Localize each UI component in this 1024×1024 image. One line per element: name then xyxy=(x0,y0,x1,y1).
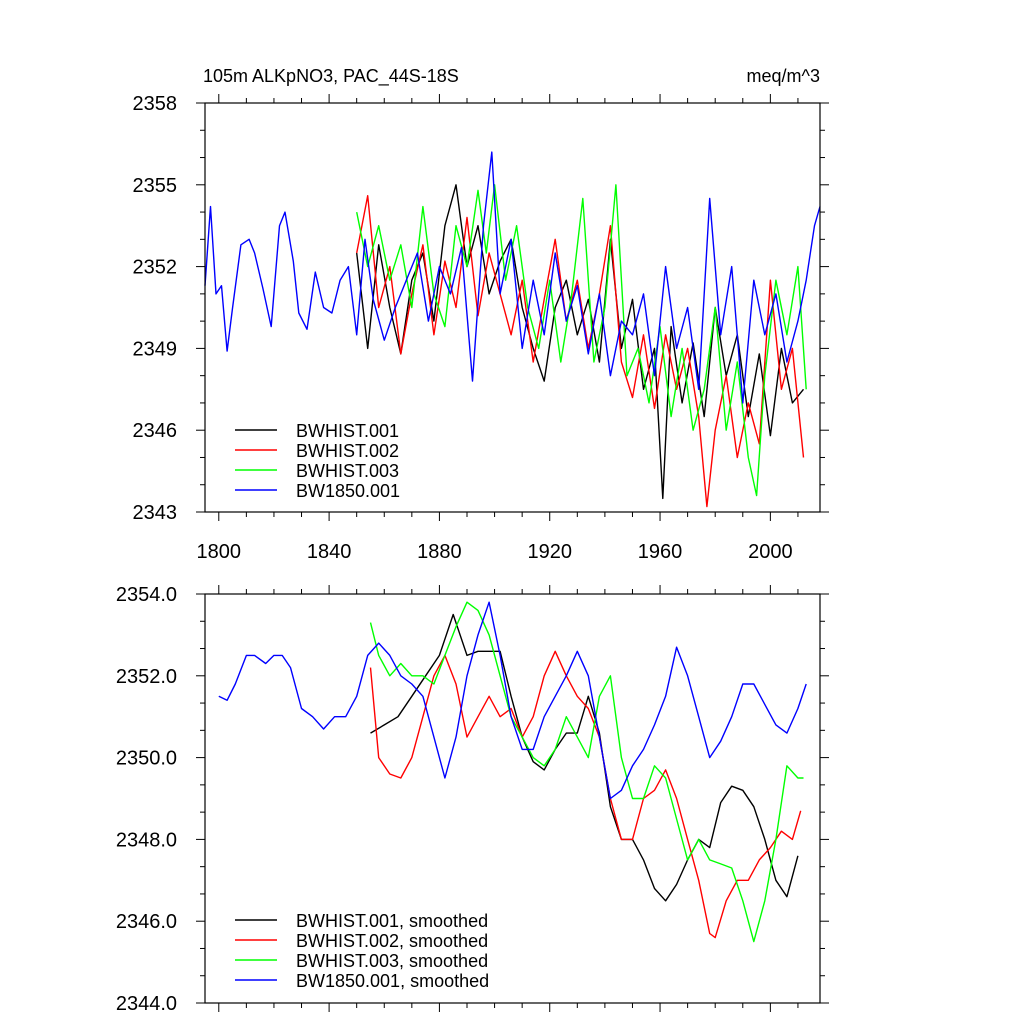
p1-legend-label-2: BWHIST.002, smoothed xyxy=(296,931,488,951)
p1-series-line-1 xyxy=(370,613,799,902)
p1-series-line-3 xyxy=(369,601,804,943)
p0-x-tick-label: 1800 xyxy=(197,541,242,563)
p1-legend-label-3: BWHIST.003, smoothed xyxy=(296,951,488,971)
p1-y-tick-label: 2350.0 xyxy=(116,748,177,770)
p0-legend-label-1: BWHIST.001 xyxy=(296,421,399,441)
p0-x-tick-label: 1920 xyxy=(527,541,572,563)
p0-y-tick-label: 2346 xyxy=(133,420,178,442)
p1-y-tick-label: 2344.0 xyxy=(116,993,177,1015)
bottom-panel-ticks: 2344.0 2346.0 2348.0 2350.0 2352.0 2354.0 xyxy=(116,584,829,1015)
p0-legend-label-4: BW1850.001 xyxy=(296,481,400,501)
top-panel-frame xyxy=(204,102,821,513)
p1-y-tick-label: 2352.0 xyxy=(116,666,177,688)
top-panel-title: 105m ALKpNO3, PAC_44S-18S xyxy=(203,66,459,87)
p0-series-line-4 xyxy=(204,151,821,404)
p0-y-tick-label: 2343 xyxy=(133,502,178,524)
top-panel: 105m ALKpNO3, PAC_44S-18S meq/m^3 234323… xyxy=(133,66,829,563)
p0-y-tick-label: 2358 xyxy=(133,93,178,115)
bottom-panel-lines xyxy=(218,601,807,943)
p1-series-line-4 xyxy=(218,601,807,800)
p0-y-tick-label: 2352 xyxy=(133,257,178,279)
p0-series-line-2 xyxy=(356,195,805,508)
p1-legend-label-1: BWHIST.001, smoothed xyxy=(296,911,488,931)
p1-legend-label-4: BW1850.001, smoothed xyxy=(296,971,489,991)
p0-y-tick-label: 2349 xyxy=(133,338,178,360)
bottom-panel-frame xyxy=(204,593,821,1004)
p0-legend-label-2: BWHIST.002 xyxy=(296,441,399,461)
top-panel-units: meq/m^3 xyxy=(747,66,820,86)
bottom-panel: 2344.0 2346.0 2348.0 2350.0 2352.0 2354.0 BWH… xyxy=(116,584,829,1015)
top-panel-lines xyxy=(204,151,821,508)
p0-x-tick-label: 1880 xyxy=(417,541,462,563)
p0-x-tick-label: 1960 xyxy=(638,541,683,563)
p0-x-tick-label: 1840 xyxy=(307,541,352,563)
p0-legend-label-3: BWHIST.003 xyxy=(296,461,399,481)
top-panel-ticks: 2343 2346 2349 2352 2355 2358 1800 1840 1880 1920… xyxy=(133,93,829,563)
p1-series-line-2 xyxy=(369,650,802,939)
p0-y-tick-label: 2355 xyxy=(133,175,178,197)
p1-y-tick-label: 2354.0 xyxy=(116,584,177,606)
p1-y-tick-label: 2348.0 xyxy=(116,829,177,851)
p0-x-tick-label: 2000 xyxy=(748,541,793,563)
p1-y-tick-label: 2346.0 xyxy=(116,911,177,933)
